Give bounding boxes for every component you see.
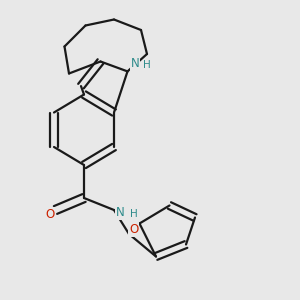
Text: N: N (116, 206, 124, 220)
Text: N: N (130, 57, 140, 70)
Text: O: O (46, 208, 55, 221)
Text: O: O (129, 223, 138, 236)
Text: H: H (143, 60, 151, 70)
Text: H: H (130, 209, 137, 219)
